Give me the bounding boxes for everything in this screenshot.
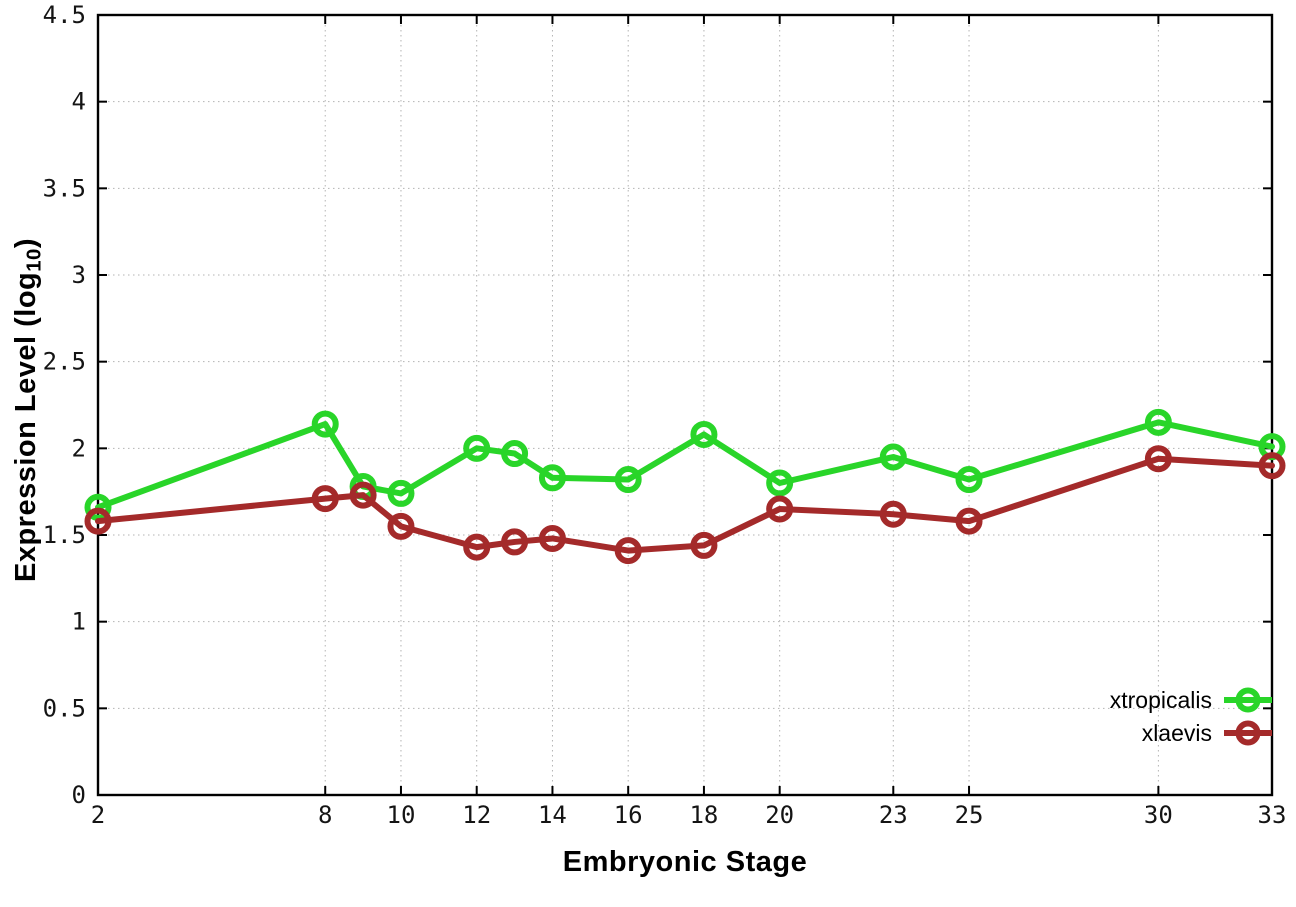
data-point-xlaevis [538,524,566,552]
data-point-xlaevis [614,537,642,565]
x-tick-label: 8 [318,801,332,829]
x-tick-label: 10 [387,801,416,829]
y-tick-label: 0.5 [43,694,86,722]
data-point-xlaevis [463,533,491,561]
y-tick-label: 4.5 [43,1,86,29]
x-tick-label: 18 [689,801,718,829]
series-line-xlaevis [95,455,1275,554]
x-tick-label: 16 [614,801,643,829]
x-tick-label: 23 [879,801,908,829]
legend-label-xtropicalis: xtropicalis [1109,686,1212,713]
data-point-xtropicalis [1144,408,1172,436]
y-tick-label: 2 [72,434,86,462]
legend-marker-xlaevis-icon [1222,719,1274,747]
plot-border [96,13,1274,797]
data-point-xlaevis [690,531,718,559]
y-axis-title: Expression Level (log10) [10,236,46,584]
x-tick-label: 14 [538,801,567,829]
legend-entry-xlaevis: xlaevis [1142,719,1274,747]
y-axis-title-suffix: ) [10,238,42,249]
data-point-xlaevis [501,528,529,556]
data-point-xtropicalis [311,410,339,438]
y-tick-label: 3 [72,261,86,289]
x-tick-label: 12 [462,801,491,829]
legend: xtropicalis xlaevis [1110,686,1274,747]
data-point-xlaevis [879,500,907,528]
data-point-xlaevis [311,485,339,513]
x-tick-label: 33 [1258,801,1287,829]
y-axis-title-text: Expression Level (log [10,271,42,582]
legend-sample-svg [1224,687,1272,713]
y-axis-title-subscript: 10 [23,248,46,272]
data-point-xlaevis [1144,445,1172,473]
legend-marker-xtropicalis-icon [1222,686,1274,714]
series-line-xtropicalis [95,419,1275,511]
legend-label-xlaevis: xlaevis [1141,719,1212,746]
data-point-xlaevis [84,507,112,535]
data-point-xtropicalis [766,469,794,497]
data-point-xtropicalis [879,443,907,471]
data-point-xtropicalis [501,440,529,468]
data-point-xtropicalis [387,479,415,507]
data-point-xtropicalis [614,466,642,494]
data-point-xlaevis [349,481,377,509]
y-tick-label: 1 [72,608,86,636]
data-point-xtropicalis [538,464,566,492]
y-tick-label: 4 [72,88,86,116]
legend-sample-svg [1224,720,1272,746]
y-tick-label: 2.5 [43,348,86,376]
x-tick-label: 2 [91,801,105,829]
data-point-xtropicalis [84,493,112,521]
data-point-xlaevis [387,512,415,540]
y-tick-label: 0 [72,781,86,809]
legend-entry-xtropicalis: xtropicalis [1110,686,1274,714]
x-tick-label: 20 [765,801,794,829]
data-point-xtropicalis [463,434,491,462]
y-tick-label: 3.5 [43,174,86,202]
x-tick-label: 30 [1144,801,1173,829]
data-point-xtropicalis [955,466,983,494]
y-tick-label: 1.5 [43,521,86,549]
data-point-xlaevis [1258,452,1286,480]
data-point-xlaevis [766,495,794,523]
data-point-xtropicalis [690,420,718,448]
x-axis-title: Embryonic Stage [562,846,808,878]
data-point-xlaevis [955,507,983,535]
x-tick-label: 25 [955,801,984,829]
